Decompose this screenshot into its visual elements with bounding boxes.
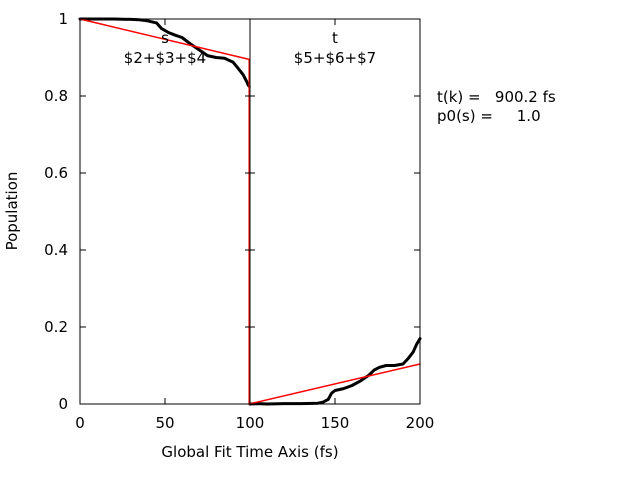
x-tick-label: 100 — [236, 414, 265, 432]
panel-t-expression: $5+$6+$7 — [294, 49, 376, 67]
data-series-1 — [248, 337, 422, 406]
initial-population: p0(s) = 1.0 — [437, 107, 541, 125]
fit-series-4 — [248, 363, 421, 405]
y-tick-label: 0.2 — [44, 318, 68, 336]
fit-time-constant: t(k) = 900.2 fs — [437, 88, 556, 106]
y-axis-label: Population — [3, 172, 21, 251]
panel-t-label: t — [332, 29, 338, 47]
y-tick-label: 0 — [58, 395, 68, 413]
y-tick-label: 0.8 — [44, 87, 68, 105]
panel-s-label: s — [161, 29, 169, 47]
x-tick-label: 50 — [155, 414, 174, 432]
data-series-0 — [78, 17, 251, 88]
y-tick-label: 1 — [58, 10, 68, 28]
fit-series-2 — [79, 18, 250, 61]
x-tick-label: 0 — [75, 414, 85, 432]
panel-s-expression: $2+$3+$4 — [124, 49, 206, 67]
x-tick-label: 150 — [321, 414, 350, 432]
axis-ticks: 0 50 100 150 200 0 0.2 0.4 0.6 0.8 1 — [44, 10, 434, 432]
y-tick-label: 0.4 — [44, 241, 68, 259]
x-axis-label: Global Fit Time Axis (fs) — [161, 443, 338, 461]
y-tick-label: 0.6 — [44, 164, 68, 182]
x-tick-label: 200 — [406, 414, 435, 432]
